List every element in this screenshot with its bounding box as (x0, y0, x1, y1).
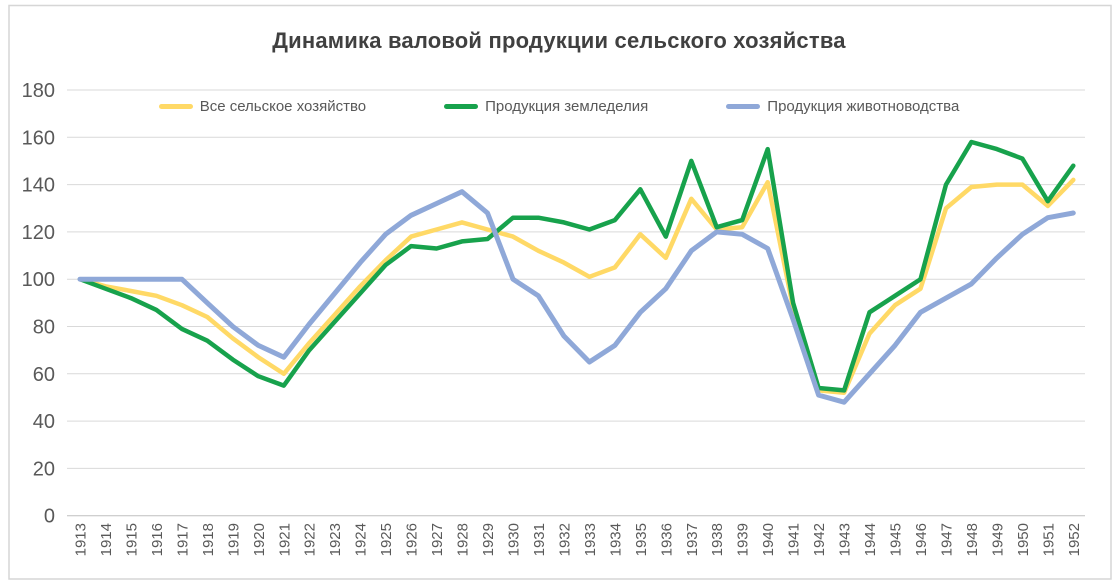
x-tick-label: 1919 (225, 523, 242, 556)
y-tick-label: 0 (44, 506, 55, 528)
series-line-1 (77, 139, 1076, 393)
y-tick-label: 80 (33, 317, 55, 339)
x-tick-label: 1939 (735, 523, 752, 556)
series-line-0 (77, 177, 1076, 395)
x-tick-label: 1922 (302, 523, 319, 556)
x-tick-label: 1952 (1066, 523, 1083, 556)
x-tick-label: 1934 (607, 523, 624, 556)
y-tick-label: 20 (33, 458, 55, 480)
legend-label-livestock-production: Продукция животноводства (767, 98, 960, 115)
x-tick-label: 1949 (989, 523, 1006, 556)
y-tick-label: 40 (33, 411, 55, 433)
x-tick-label: 1945 (888, 523, 905, 556)
x-tick-label: 1929 (480, 523, 497, 556)
legend-swatch-livestock-production-icon (726, 104, 761, 109)
x-tick-label: 1950 (1015, 523, 1032, 556)
x-tick-label: 1926 (404, 523, 421, 556)
x-tick-label: 1941 (786, 523, 803, 556)
series-line-2 (77, 189, 1076, 405)
x-tick-label: 1931 (531, 523, 548, 556)
chart-title: Динамика валовой продукции сельского хоз… (272, 28, 846, 53)
y-tick-label: 180 (22, 80, 55, 102)
legend-item-livestock-production: Продукция животноводства (726, 98, 959, 115)
legend-swatch-all-agriculture-icon (158, 104, 193, 109)
x-tick-label: 1918 (200, 523, 217, 556)
x-tick-label: 1916 (149, 523, 166, 556)
x-tick-label: 1932 (556, 523, 573, 556)
y-tick-label: 60 (33, 364, 55, 386)
legend-swatch-crop-production-icon (444, 104, 479, 109)
x-tick-label: 1913 (73, 523, 90, 556)
x-tick-label: 1951 (1040, 523, 1057, 556)
x-tick-label: 1917 (174, 523, 191, 556)
x-tick-label: 1914 (98, 523, 115, 556)
chart-frame (8, 4, 1112, 580)
x-tick-label: 1923 (327, 523, 344, 556)
legend-item-all-agriculture: Все сельское хозяйство (158, 98, 367, 115)
y-tick-label: 100 (22, 269, 55, 291)
y-tick-label: 120 (22, 222, 55, 244)
legend-item-crop-production: Продукция земледелия (444, 98, 648, 115)
x-tick-label: 1937 (684, 523, 701, 556)
x-tick-label: 1938 (709, 523, 726, 556)
x-tick-label: 1924 (353, 523, 370, 556)
legend-label-crop-production: Продукция земледелия (485, 98, 649, 115)
legend-label-all-agriculture: Все сельское хозяйство (199, 98, 367, 115)
x-tick-label: 1933 (582, 523, 599, 556)
x-tick-label: 1948 (964, 523, 981, 556)
x-tick-label: 1925 (378, 523, 395, 556)
y-tick-label: 160 (22, 127, 55, 149)
x-tick-label: 1940 (760, 523, 777, 556)
y-tick-label: 140 (22, 175, 55, 197)
x-tick-label: 1920 (251, 523, 268, 556)
x-tick-label: 1943 (837, 523, 854, 556)
x-tick-label: 1930 (505, 523, 522, 556)
x-tick-label: 1935 (633, 523, 650, 556)
x-tick-label: 1944 (862, 523, 879, 556)
x-tick-label: 1942 (811, 523, 828, 556)
x-tick-label: 1915 (123, 523, 140, 556)
x-tick-label: 1947 (938, 523, 955, 556)
chart-legend: Все сельское хозяйство Продукция земледе… (0, 98, 1118, 115)
x-tick-label: 1946 (913, 523, 930, 556)
x-tick-label: 1927 (429, 523, 446, 556)
x-tick-label: 1921 (276, 523, 293, 556)
x-tick-label: 1936 (658, 523, 675, 556)
x-tick-label: 1928 (455, 523, 472, 556)
